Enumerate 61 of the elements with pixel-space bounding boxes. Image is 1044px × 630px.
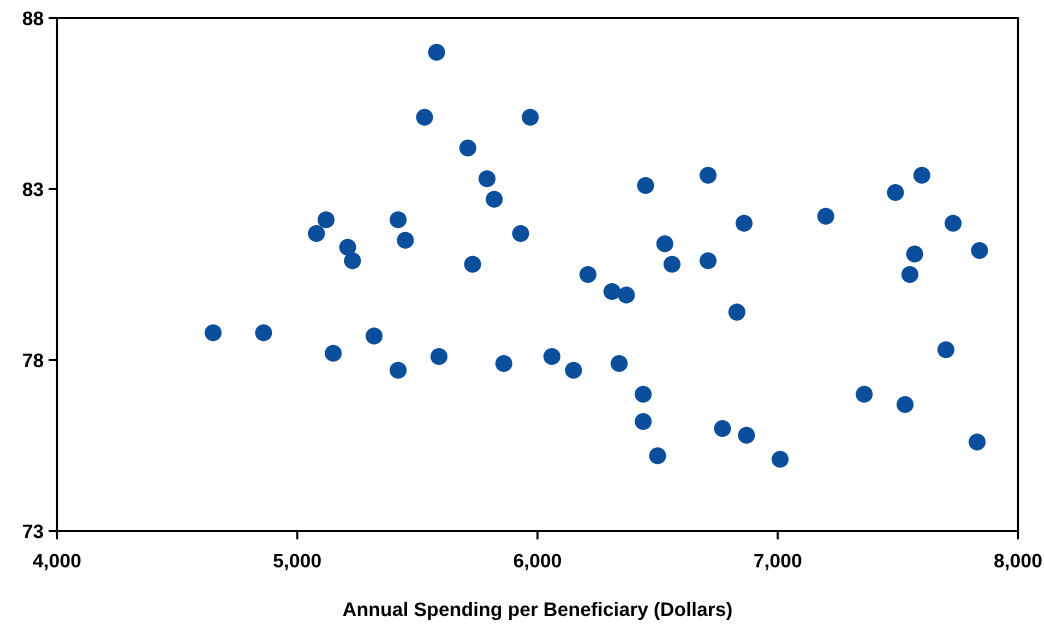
point — [971, 242, 989, 260]
point — [728, 303, 746, 321]
point — [944, 214, 962, 232]
point — [416, 108, 434, 126]
point — [610, 354, 628, 372]
point — [430, 348, 448, 366]
point — [317, 211, 335, 229]
point — [365, 327, 383, 345]
point — [896, 395, 914, 413]
point — [579, 265, 597, 284]
x-tick-label: 7,000 — [754, 553, 802, 571]
point — [617, 286, 635, 304]
point — [817, 207, 835, 225]
point — [937, 341, 955, 359]
y-tick-label: 83 — [22, 182, 44, 197]
x-tick-label: 6,000 — [513, 553, 562, 571]
point — [738, 426, 756, 444]
point — [901, 265, 919, 284]
point — [906, 245, 924, 263]
point — [649, 447, 667, 465]
point — [204, 324, 222, 342]
y-tick-label: 78 — [23, 353, 44, 368]
point — [735, 214, 753, 232]
point — [699, 166, 717, 184]
point — [886, 183, 904, 201]
point — [389, 361, 407, 379]
y-tick-label: 88 — [22, 11, 44, 26]
x-tick-label: 5,000 — [273, 553, 321, 571]
x-tick-label: 4,000 — [32, 553, 81, 571]
point — [396, 231, 414, 249]
point — [771, 450, 789, 468]
point — [389, 211, 407, 229]
point — [634, 385, 652, 403]
point — [699, 252, 717, 270]
point — [913, 166, 931, 184]
y-tick-label: 73 — [23, 524, 44, 539]
point — [255, 324, 273, 342]
x-axis-title: Annual Spending per Beneficiary (Dollars) — [342, 601, 732, 621]
point — [459, 139, 477, 157]
point — [464, 255, 482, 273]
point — [485, 190, 503, 208]
point — [634, 413, 652, 431]
point — [521, 108, 539, 126]
point — [565, 361, 583, 379]
point — [543, 348, 561, 366]
point — [656, 235, 674, 253]
point — [663, 255, 681, 273]
point — [968, 433, 986, 451]
point — [428, 43, 446, 61]
point — [344, 252, 362, 270]
point — [324, 344, 342, 362]
x-tick-label: 8,000 — [994, 553, 1042, 571]
point — [339, 238, 357, 256]
point — [637, 177, 655, 195]
point — [512, 224, 530, 242]
point — [478, 170, 496, 188]
point — [307, 224, 325, 242]
point — [713, 419, 731, 437]
point — [495, 354, 513, 372]
point — [855, 385, 873, 403]
point — [603, 283, 621, 301]
